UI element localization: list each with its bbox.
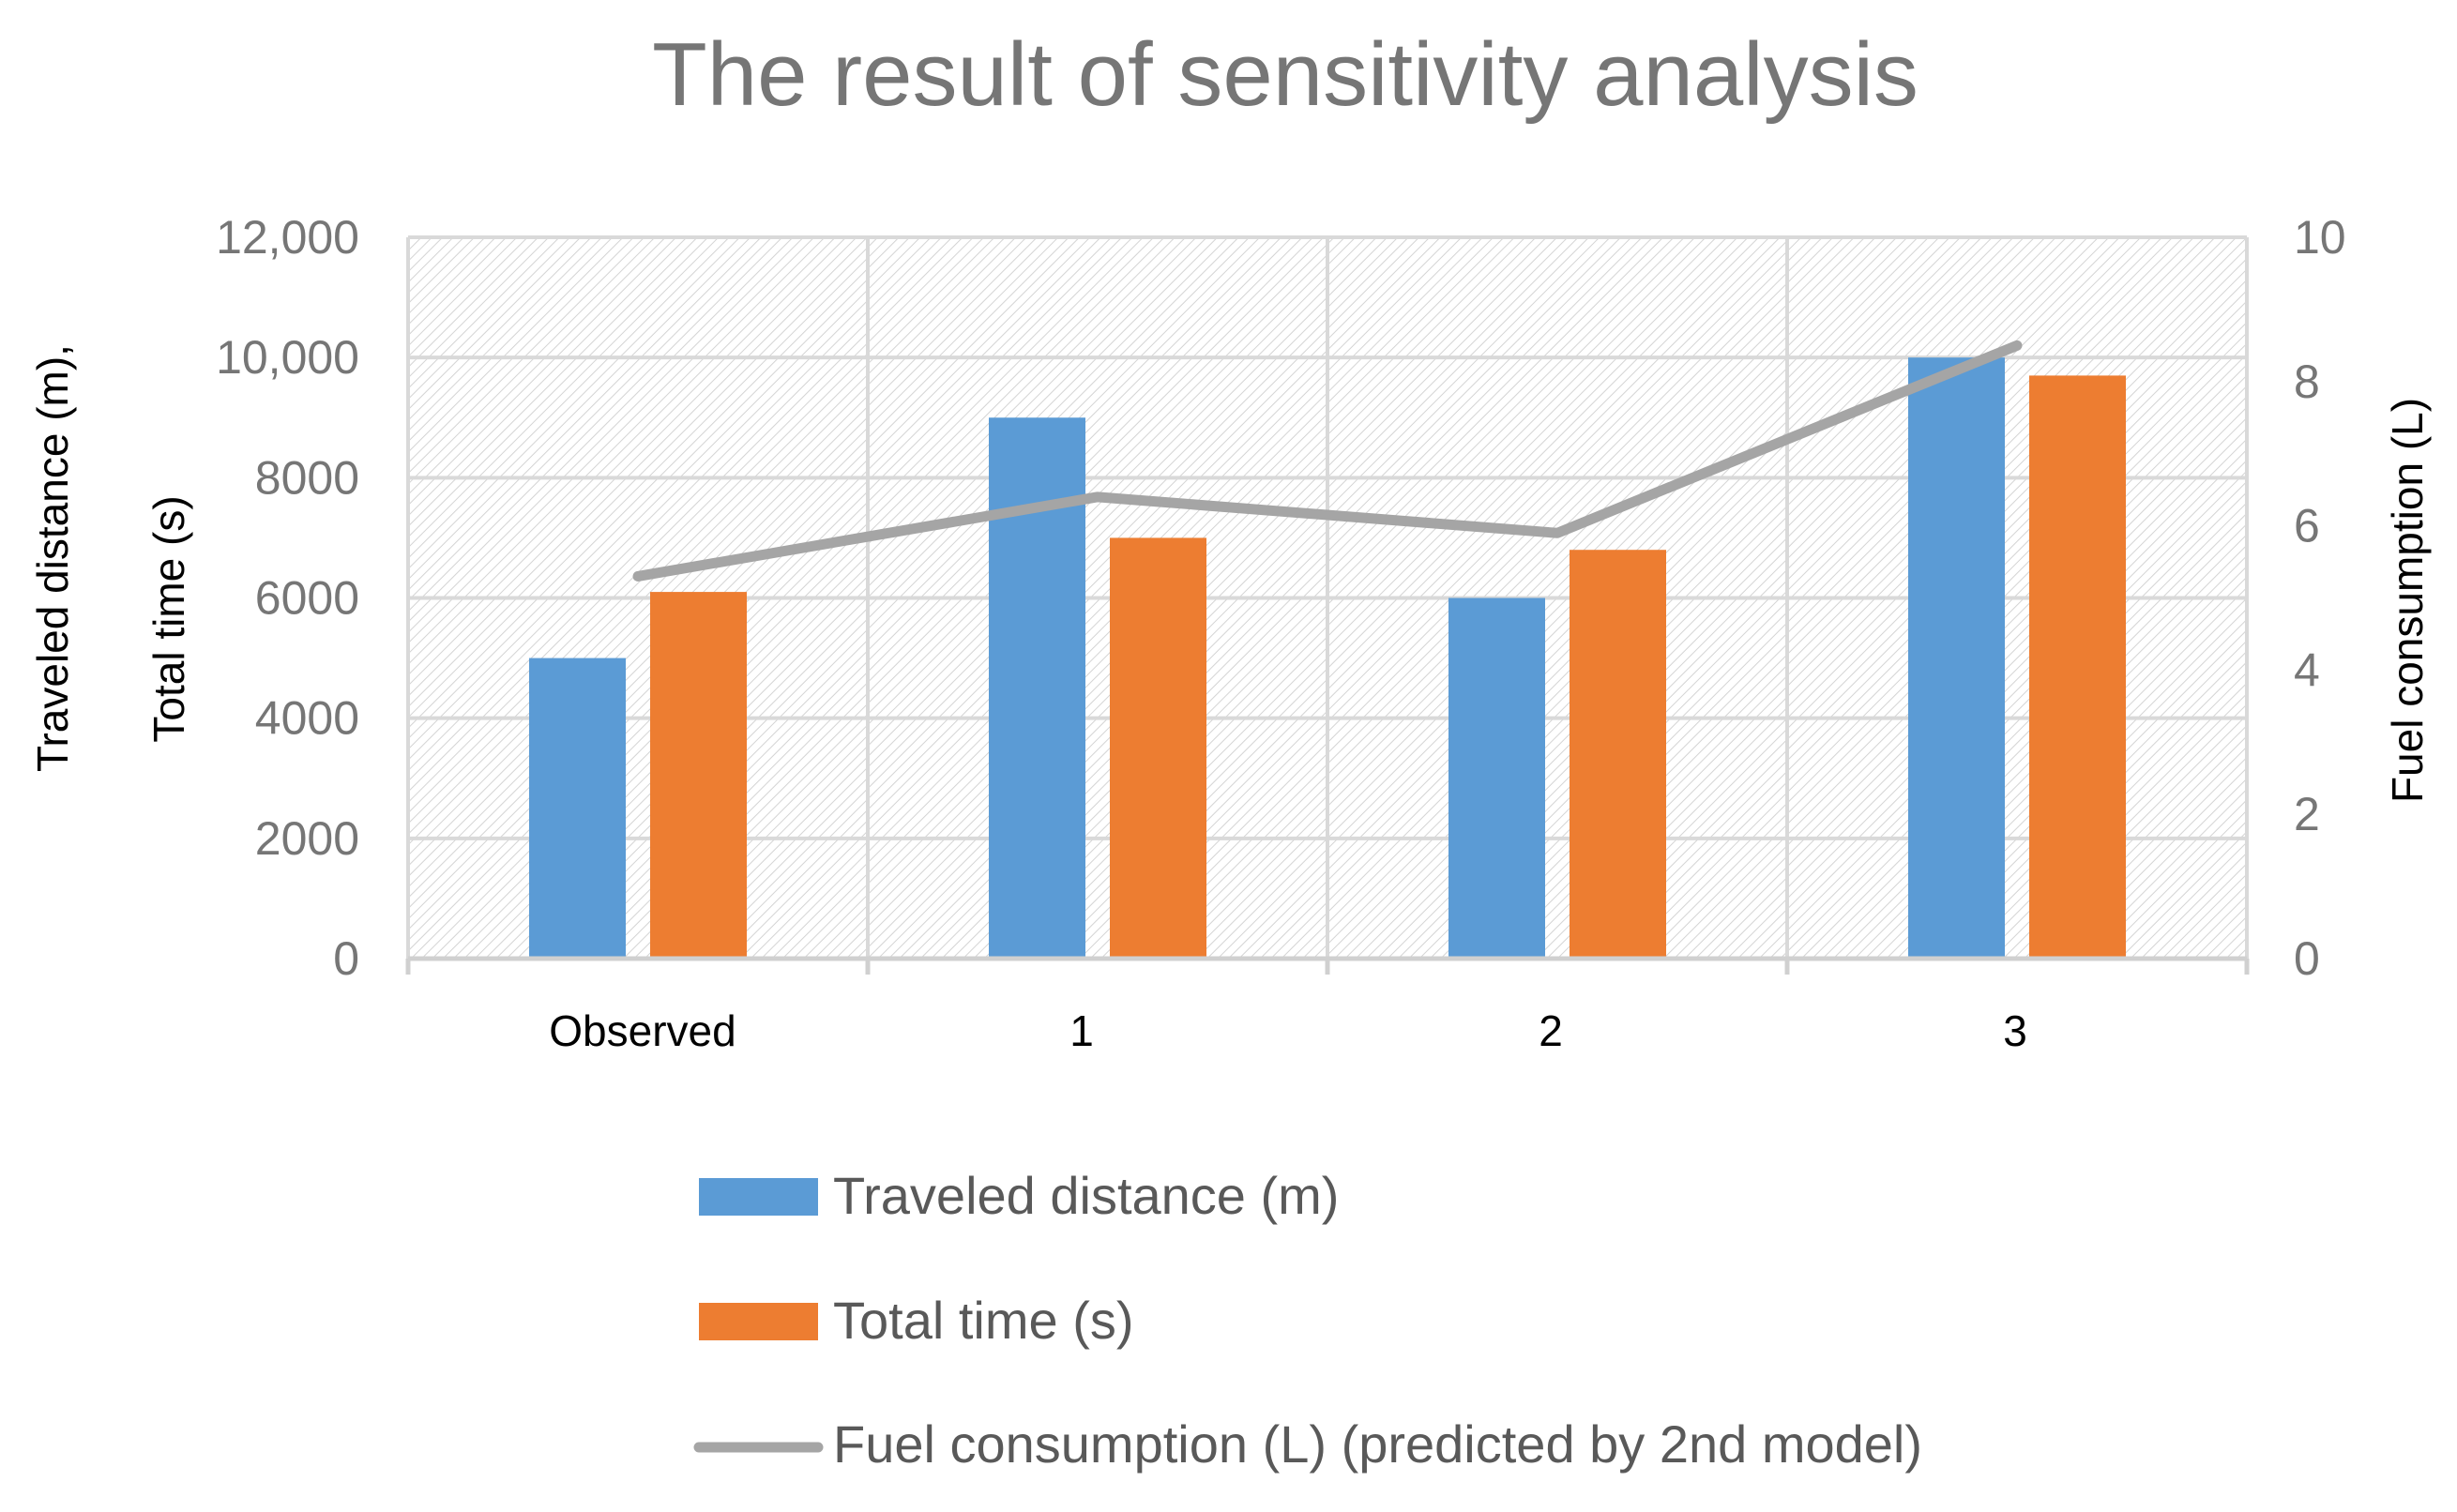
fuel-line-group [632,340,2023,582]
x-tick-label: 2 [1539,1006,1563,1055]
legend-label-time: Total time (s) [833,1291,1134,1350]
y-right-label: Fuel consumption (L) [2383,398,2432,803]
x-tick-label: Observed [549,1006,736,1055]
y-right-tick-label: 8 [2294,355,2320,408]
line-fuel-consumption [632,340,2023,582]
y-left-label-line2: Total time (s) [144,495,193,742]
bar-traveled-distance [1908,357,2005,960]
bar-total-time [2029,375,2126,959]
bars [529,357,2126,960]
y-left-tick-label: 4000 [255,692,359,745]
x-tick-label: 3 [2003,1006,2027,1055]
bar-total-time [1110,537,1206,959]
y-right-tick-label: 10 [2294,211,2346,264]
y-left-tick-label: 8000 [255,451,359,504]
chart-title: The result of sensitivity analysis [652,24,1919,125]
y-left-tick-label: 0 [333,932,359,985]
y-left-tick-label: 6000 [255,572,359,625]
y-right-tick-label: 4 [2294,643,2320,696]
y-left-tick-label: 10,000 [216,331,359,384]
y-left-tick-label: 12,000 [216,211,359,264]
x-tick-label: 1 [1069,1006,1094,1055]
bar-total-time [1570,550,1666,959]
axes: Observed 1 2 3 0 2000 4000 6000 8000 10,000 12,000… [216,211,2346,1055]
bar-traveled-distance [529,658,626,959]
legend-swatch-time [699,1303,818,1340]
y-right-tick-label: 2 [2294,788,2320,840]
bar-traveled-distance [1448,597,1545,959]
legend-label-distance: Traveled distance (m) [833,1166,1339,1225]
y-right-tick-label: 0 [2294,932,2320,985]
legend-label-fuel: Fuel consumption (L) (predicted by 2nd m… [833,1414,1922,1474]
legend: Traveled distance (m) Total time (s) Fue… [693,1166,1922,1474]
legend-swatch-distance [699,1178,818,1216]
y-left-label-line1: Traveled distance (m), [28,344,77,772]
bar-total-time [650,592,747,959]
y-left-tick-label: 2000 [255,812,359,865]
y-right-tick-label: 6 [2294,500,2320,552]
